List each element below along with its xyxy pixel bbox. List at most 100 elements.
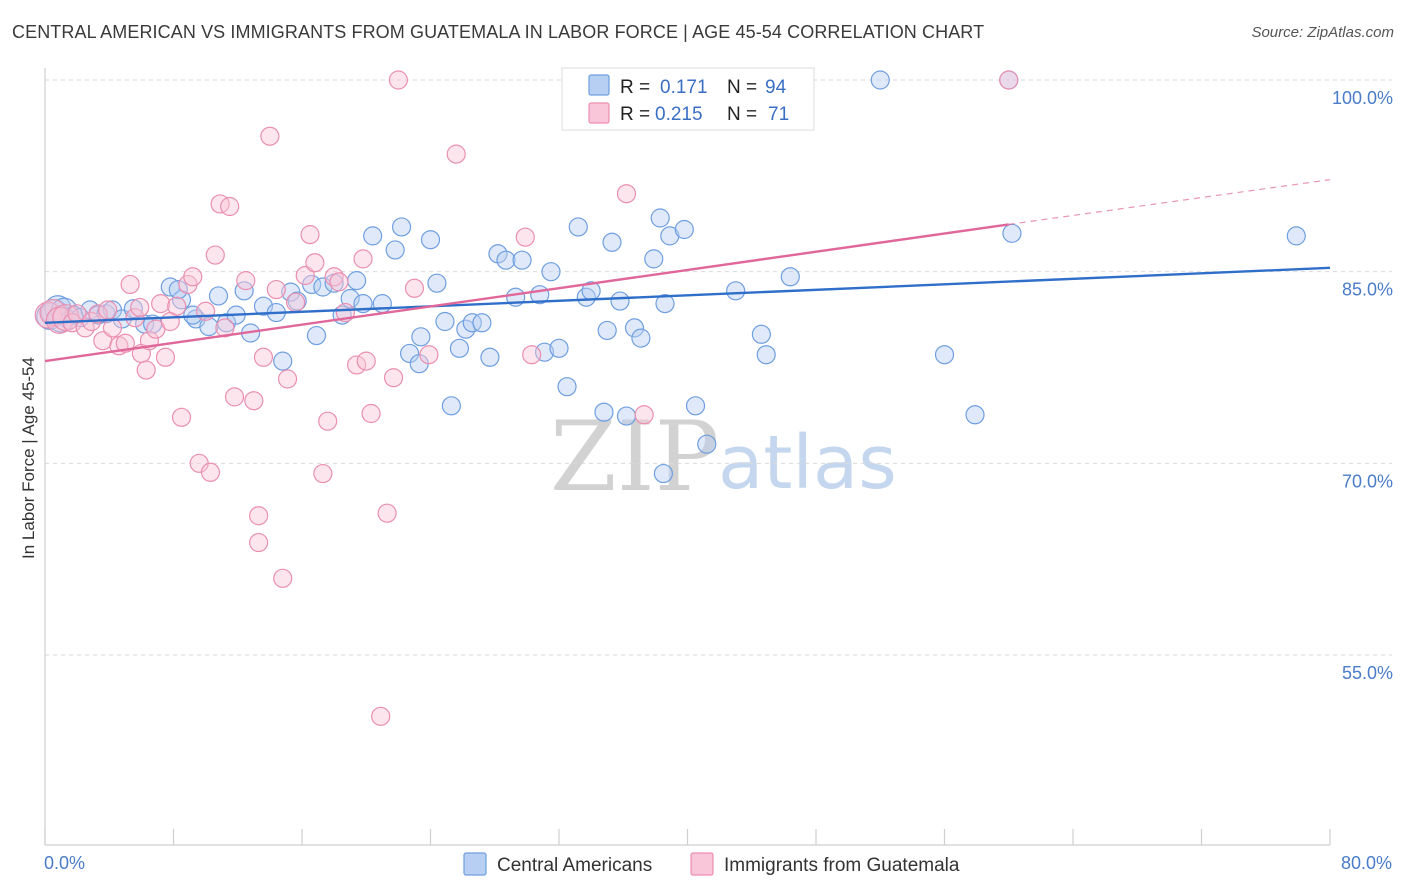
point-immigrants-from-guatemala (266, 279, 286, 300)
point-central-americans (557, 377, 577, 397)
point-immigrants-from-guatemala (224, 387, 245, 407)
point-immigrants-from-guatemala (167, 296, 187, 316)
point-central-americans (594, 402, 614, 422)
point-central-americans (1002, 223, 1022, 243)
series-central-americans (36, 70, 1306, 484)
legend-swatch-immigrants-from-guatemala (690, 852, 714, 876)
grid-lines (45, 79, 1392, 656)
legend-label-central-americans: Central Americans (497, 855, 652, 876)
point-immigrants-from-guatemala (318, 411, 338, 431)
point-central-americans (870, 70, 890, 90)
point-central-americans (496, 250, 516, 270)
point-immigrants-from-guatemala (522, 345, 542, 365)
point-immigrants-from-guatemala (347, 355, 367, 375)
point-central-americans (653, 463, 674, 484)
point-immigrants-from-guatemala (616, 184, 637, 204)
x-tick-label-min: 0.0% (44, 853, 85, 873)
point-immigrants-from-guatemala (115, 333, 135, 353)
chart-source: Source: ZipAtlas.com (1251, 24, 1394, 41)
point-immigrants-from-guatemala (253, 347, 274, 367)
point-immigrants-from-guatemala (98, 300, 118, 320)
stats-n-value-0: 94 (765, 77, 787, 98)
point-immigrants-from-guatemala (88, 304, 108, 324)
point-central-americans (965, 405, 985, 425)
stats-n-value-1: 71 (768, 104, 789, 125)
point-immigrants-from-guatemala (371, 706, 391, 726)
y-tick-label-100: 100.0% (1332, 88, 1393, 108)
point-immigrants-from-guatemala (130, 297, 150, 318)
point-immigrants-from-guatemala (634, 405, 654, 425)
point-central-americans (208, 286, 229, 306)
point-central-americans (597, 320, 617, 341)
point-central-americans (385, 240, 405, 260)
stats-legend: R = 0.171 N = 94 R = 0.215 N = 71 (561, 67, 815, 131)
point-immigrants-from-guatemala (136, 360, 156, 380)
point-central-americans (751, 324, 771, 344)
point-immigrants-from-guatemala (205, 245, 225, 265)
point-central-americans (234, 281, 254, 301)
y-tick-label-85: 85.0% (1342, 280, 1393, 300)
point-central-americans (568, 217, 588, 237)
point-central-americans (610, 291, 630, 311)
point-immigrants-from-guatemala (300, 225, 320, 245)
point-central-americans (674, 219, 694, 240)
point-central-americans (616, 406, 637, 426)
point-immigrants-from-guatemala (102, 318, 123, 338)
stats-swatch-immigrants-from-guatemala (588, 102, 610, 124)
point-immigrants-from-guatemala (151, 294, 171, 314)
point-immigrants-from-guatemala (52, 304, 80, 332)
point-central-americans (631, 328, 651, 348)
point-central-americans (624, 318, 645, 338)
point-immigrants-from-guatemala (249, 506, 269, 526)
point-central-americans (449, 338, 470, 358)
x-tick-label-max: 80.0% (1341, 853, 1392, 873)
point-immigrants-from-guatemala (196, 301, 216, 321)
stats-swatch-central-americans (588, 74, 610, 96)
point-immigrants-from-guatemala (305, 253, 325, 273)
point-central-americans (400, 343, 420, 364)
stats-r-label-1: R = (620, 104, 650, 125)
stats-r-value-1: 0.215 (655, 104, 703, 125)
point-central-americans (472, 313, 492, 333)
point-central-americans (697, 434, 717, 454)
point-immigrants-from-guatemala (515, 227, 535, 247)
point-immigrants-from-guatemala (236, 271, 256, 291)
point-immigrants-from-guatemala (388, 70, 408, 90)
trend-line-immigrants-from-guatemala (44, 223, 1009, 363)
point-central-americans (541, 262, 561, 282)
point-central-americans (363, 226, 383, 246)
y-tick-label-70: 70.0% (1342, 471, 1393, 491)
point-immigrants-from-guatemala (383, 368, 404, 388)
y-tick-label-55: 55.0% (1342, 663, 1393, 683)
point-immigrants-from-guatemala (244, 391, 264, 411)
stats-r-label-0: R = (620, 77, 650, 98)
point-central-americans (391, 217, 412, 237)
point-immigrants-from-guatemala (446, 144, 466, 164)
point-central-americans (726, 281, 746, 301)
point-central-americans (644, 249, 664, 269)
point-central-americans (549, 338, 569, 358)
trend-lines (44, 179, 1331, 363)
point-immigrants-from-guatemala (273, 568, 293, 588)
point-central-americans (441, 396, 461, 416)
point-immigrants-from-guatemala (313, 463, 333, 484)
stats-n-label-1: N = (727, 104, 757, 125)
point-central-americans (780, 267, 800, 287)
legend-swatch-central-americans (463, 852, 487, 876)
point-immigrants-from-guatemala (277, 369, 298, 389)
trend-line-central-americans (44, 266, 1331, 324)
point-central-americans (347, 271, 367, 291)
point-immigrants-from-guatemala (377, 503, 397, 523)
point-central-americans (602, 232, 622, 252)
point-central-americans (1286, 226, 1306, 246)
point-immigrants-from-guatemala (404, 278, 425, 298)
point-central-americans (462, 313, 482, 333)
point-central-americans (512, 250, 532, 270)
point-central-americans (372, 294, 392, 314)
point-central-americans (756, 345, 776, 365)
series-immigrants-from-guatemala (34, 70, 1019, 726)
y-axis-label: In Labor Force | Age 45-54 (19, 357, 38, 559)
stats-r-value-0: 0.171 (660, 77, 708, 98)
point-immigrants-from-guatemala (329, 272, 349, 292)
